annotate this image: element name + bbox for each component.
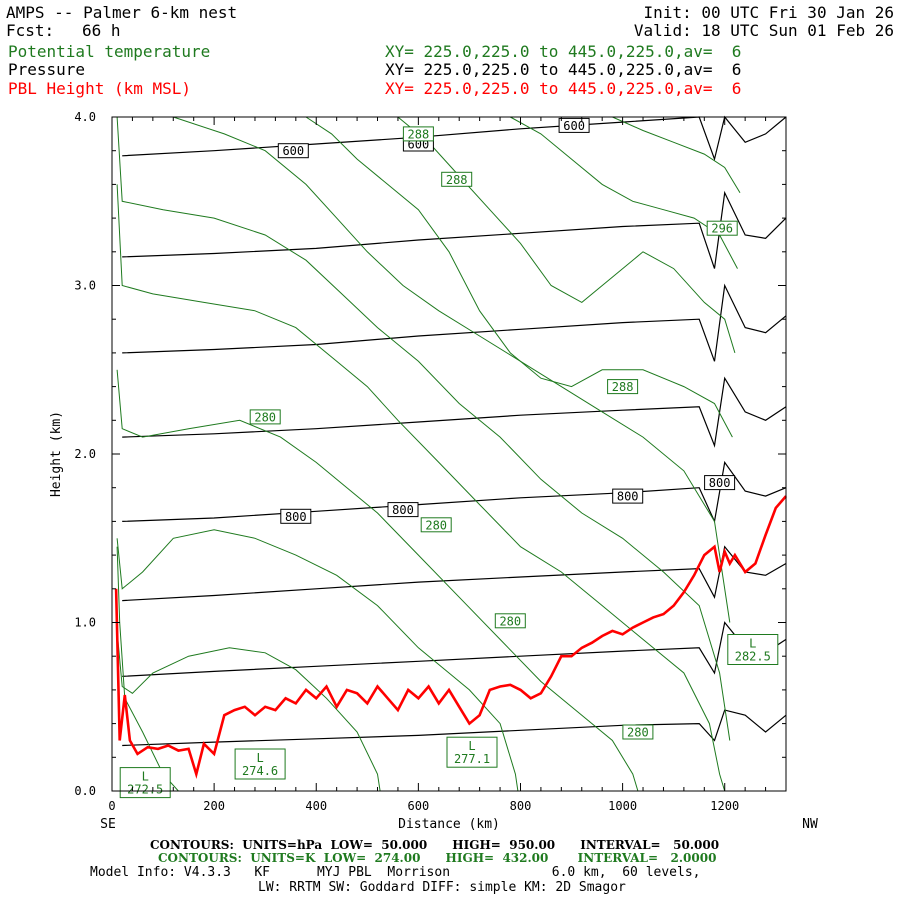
y-tick-label: 2.0 [74, 447, 96, 461]
contour-label-box [706, 220, 738, 236]
contour-label-text: 600 [563, 119, 585, 133]
x-tick-label: 600 [408, 799, 430, 813]
contour-label-box [704, 475, 736, 491]
extremum-symbol: L [749, 637, 756, 651]
theta-contour-290 [397, 116, 736, 354]
theta-contour-284 [116, 116, 731, 741]
contour-label-box [622, 724, 654, 740]
pressure-contour-750 [122, 376, 787, 448]
x-tick-label: 1000 [608, 799, 637, 813]
extremum-symbol: L [256, 751, 263, 765]
extremum-value: 272.5 [127, 783, 163, 797]
contour-label-box [420, 517, 452, 533]
end-label-left: SE [100, 817, 116, 832]
axes: 0 200 400 600 800 1000 1200 0.0 1.0 2.0 3.0 4.0 [74, 110, 787, 813]
theta-contour-280 [116, 369, 639, 792]
contour-label-box [249, 409, 281, 425]
end-label-right: NW [802, 817, 818, 832]
footer-theta-contours: CONTOURS: UNITS=K LOW= 274.00 HIGH= 432.… [158, 851, 717, 865]
contour-label-text: 800 [617, 490, 639, 504]
contour-label-text: 280 [254, 410, 276, 424]
x-tick-label: 800 [510, 799, 532, 813]
extremum-box [727, 634, 779, 665]
contour-label-box [280, 508, 312, 524]
theta-contour-282 [116, 184, 726, 792]
field-name-theta: Potential temperature [8, 42, 211, 61]
contour-label-text: 288 [446, 173, 468, 187]
field-name-pressure: Pressure [8, 60, 86, 79]
theta-contour-286 [173, 116, 731, 623]
contour-label-text: 296 [711, 222, 733, 236]
footer-model-info: Model Info: V4.3.3 KF MYJ PBL Morrison 6… [90, 865, 701, 880]
contour-label-text: 800 [285, 510, 307, 524]
pbl-height-line [114, 495, 787, 779]
contour-label-text: 280 [627, 726, 649, 740]
extremum-box [234, 748, 286, 780]
fcst-label: Fcst: [6, 21, 55, 40]
contour-label-box [558, 117, 590, 133]
pressure-contour-800 [122, 460, 787, 524]
contour-label-text: 280 [425, 518, 447, 532]
theta-contour-274 [116, 546, 179, 792]
extremum-symbol: L [142, 770, 149, 784]
x-axis-label: Distance (km) [398, 817, 500, 832]
y-tick-label: 4.0 [74, 110, 96, 124]
chart-title: AMPS -- Palmer 6-km nest [6, 3, 238, 22]
contour-label-box [441, 171, 473, 187]
extremum-value: 274.6 [242, 764, 278, 778]
contour-label-box [402, 126, 434, 142]
theta-contour-278 [116, 529, 519, 792]
pressure-contour-950 [122, 709, 787, 747]
x-tick-label: 400 [305, 799, 327, 813]
field-xy-pressure: XY= 225.0,225.0 to 445.0,225.0,av= 6 [385, 60, 742, 79]
theta-contour-294 [612, 116, 741, 194]
pressure-contour-700 [122, 283, 787, 362]
theta-contour-292 [510, 116, 738, 269]
theta-contour-276 [116, 630, 381, 792]
contour-label-box [612, 488, 644, 504]
field-name-pbl: PBL Height (km MSL) [8, 79, 192, 98]
contour-label-text: 600 [282, 144, 304, 158]
valid-time: Valid: 18 UTC Sun 01 Feb 26 [633, 21, 894, 40]
contour-label-text: 288 [612, 380, 634, 394]
contour-label-box [277, 143, 309, 159]
contour-label-box [607, 379, 639, 395]
y-axis-label: Height (km) [49, 411, 64, 497]
y-tick-label: 1.0 [74, 616, 96, 630]
pbl-height-series [114, 495, 787, 779]
y-tick-label: 0.0 [74, 784, 96, 798]
x-tick-label: 0 [108, 799, 115, 813]
contour-label-text: 288 [408, 127, 430, 141]
extremum-box [119, 767, 171, 799]
fcst-value: 66 h [82, 21, 121, 40]
pressure-contour-600 [122, 115, 787, 162]
x-tick-label: 1200 [710, 799, 739, 813]
pressure-contours [122, 115, 787, 747]
extremum-value: 282.5 [735, 650, 771, 664]
extremum-box [446, 736, 498, 768]
contour-label-box [494, 613, 526, 629]
extremum-value: 277.1 [454, 752, 490, 766]
contour-label-box [387, 502, 419, 518]
pressure-contour-650 [122, 190, 787, 269]
theta-contour-288 [305, 116, 733, 438]
contour-label-text: 800 [709, 476, 731, 490]
field-xy-theta: XY= 225.0,225.0 to 445.0,225.0,av= 6 [385, 42, 742, 61]
footer-pressure-contours: CONTOURS: UNITS=hPa LOW= 50.000 HIGH= 95… [150, 838, 720, 852]
extremum-symbol: L [468, 739, 475, 753]
y-tick-label: 3.0 [74, 279, 96, 293]
footer-physics: LW: RRTM SW: Goddard DIFF: simple KM: 2D… [258, 880, 626, 895]
contour-label-text: 800 [392, 503, 414, 517]
init-time: Init: 00 UTC Fri 30 Jan 26 [643, 3, 894, 22]
theta-contours [116, 116, 741, 792]
field-xy-pbl: XY= 225.0,225.0 to 445.0,225.0,av= 6 [385, 79, 742, 98]
x-tick-label: 200 [203, 799, 225, 813]
contour-label-text: 280 [499, 614, 521, 628]
